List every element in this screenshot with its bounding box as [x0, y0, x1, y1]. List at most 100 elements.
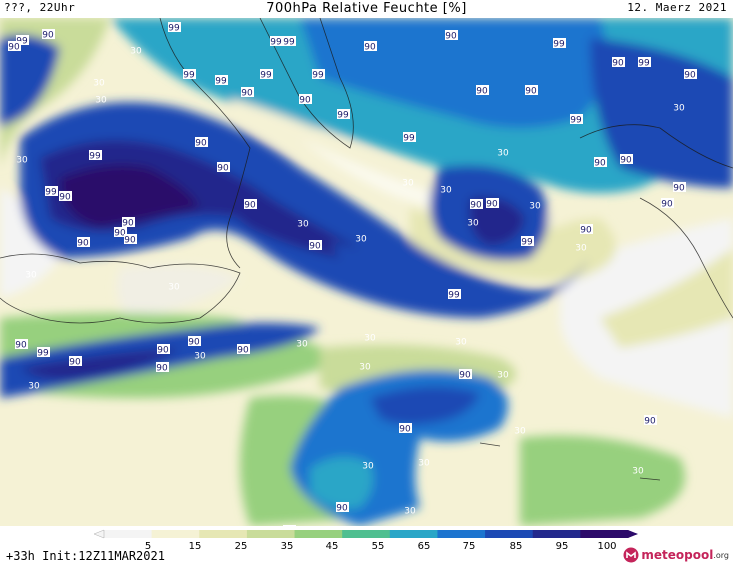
contour-label-box — [661, 198, 674, 208]
contour-label: 99 — [403, 132, 416, 144]
contour-label-text: 30 — [355, 235, 367, 245]
contour-label-box — [470, 199, 483, 209]
contour-label-box — [312, 69, 325, 79]
contour-label-box — [260, 69, 273, 79]
colorbar-tick-label: 25 — [235, 541, 248, 550]
contour-label: 99 — [37, 347, 50, 359]
contour-label: 90 — [364, 41, 377, 53]
contour-label: 90 — [42, 29, 55, 41]
contour-label: 90 — [157, 344, 170, 356]
contour-label: 30 — [402, 179, 414, 189]
contour-label-text: 90 — [122, 219, 134, 229]
contour-label-text: 99 — [403, 134, 415, 144]
contour-label: 90 — [594, 157, 607, 169]
contour-label-box — [299, 94, 312, 104]
contour-label-box — [157, 344, 170, 354]
contour-label-box — [638, 57, 651, 67]
contour-label-text: 30 — [25, 271, 37, 281]
contour-label-text: 90 — [525, 87, 537, 97]
contour-label-text: 90 — [217, 164, 229, 174]
colorbar-low-arrow — [93, 529, 105, 539]
contour-label: 90 — [217, 162, 230, 174]
contour-label: 90 — [459, 369, 472, 381]
colorbar-swatch — [342, 530, 391, 538]
colorbar-swatch — [294, 530, 343, 538]
contour-label: 90 — [59, 191, 72, 203]
coastlines — [0, 18, 733, 481]
contour-label: 90 — [445, 30, 458, 42]
contour-label-text: 90 — [470, 201, 482, 211]
forecast-day-label: ???, 22Uhr — [4, 1, 76, 14]
contour-label: 30 — [497, 371, 509, 381]
contour-label: 90 — [476, 85, 489, 97]
contour-label-text: 30 — [440, 186, 452, 196]
contour-label-text: 90 — [476, 87, 488, 97]
contour-label-text: 30 — [673, 104, 685, 114]
colorbar-tick-label: 55 — [372, 541, 385, 550]
contour-label-text: 90 — [237, 346, 249, 356]
contour-label-text: 90 — [661, 200, 673, 210]
contour-label-text: 30 — [364, 334, 376, 344]
colorbar-tick-label: 45 — [326, 541, 339, 550]
contour-label-text: 90 — [612, 59, 624, 69]
contour-label-box — [8, 41, 21, 51]
contour-label-box — [168, 22, 181, 32]
contour-label-text: 99 — [448, 291, 460, 301]
contour-label-text: 90 — [620, 156, 632, 166]
contour-label-box — [45, 186, 58, 196]
contour-label: 30 — [355, 235, 367, 245]
contour-label-box — [620, 154, 633, 164]
contour-label: 30 — [404, 507, 416, 517]
contour-label-box — [521, 236, 534, 246]
contour-label-text: 90 — [644, 417, 656, 427]
contour-label-text: 90 — [42, 31, 54, 41]
contour-label: 30 — [95, 96, 107, 106]
contour-label-box — [364, 41, 377, 51]
contour-label: 99 — [16, 35, 29, 47]
contour-label: 99 — [260, 69, 273, 81]
contour-label-text: 99 — [260, 71, 272, 81]
contour-label: 30 — [194, 352, 206, 362]
footer-bar: +33h Init:12Z11MAR2021 meteopool .org — [0, 547, 733, 566]
contour-label: 30 — [575, 244, 587, 254]
humidity-map[interactable]: 99 90 99 90 99 99 90 90 99 90 99 90 30 30 99 99 90 99 99 90… — [0, 18, 733, 526]
contour-label: 90 — [644, 415, 657, 427]
contour-label: 30 — [497, 149, 509, 159]
contour-label-text: 90 — [157, 346, 169, 356]
contour-label-box — [188, 336, 201, 346]
contour-label: 90 — [620, 154, 633, 166]
contour-label-text: 30 — [467, 219, 479, 229]
contour-label-text: 99 — [337, 111, 349, 121]
contour-label: 99 — [448, 289, 461, 301]
contour-label-text: 90 — [77, 239, 89, 249]
contour-label: 99 — [312, 69, 325, 81]
contour-label-text: 30 — [16, 156, 28, 166]
contour-label-text: 90 — [188, 338, 200, 348]
colorbar-high-arrow — [628, 530, 638, 538]
contour-label-box — [486, 198, 499, 208]
contour-label-box — [684, 69, 697, 79]
colorbar-swatch — [151, 530, 200, 538]
contour-label-text: 30 — [194, 352, 206, 362]
contour-label-text: 99 — [638, 59, 650, 69]
contour-label-box — [195, 137, 208, 147]
contour-label: 99 — [89, 150, 102, 162]
contour-label-text: 99 — [553, 40, 565, 50]
contour-label: 90 — [661, 198, 674, 210]
contour-label: 30 — [130, 47, 142, 57]
contour-label-box — [336, 502, 349, 512]
contour-label: 90 — [336, 502, 349, 514]
contour-label-box — [673, 182, 686, 192]
colorbar-tick-label: 5 — [145, 541, 151, 550]
contour-label-text: 30 — [497, 149, 509, 159]
contour-label: 90 — [399, 423, 412, 435]
contour-label-text: 30 — [455, 338, 467, 348]
brand-logo[interactable]: meteopool .org — [623, 544, 729, 566]
contour-label-box — [124, 234, 137, 244]
contour-label-text: 90 — [486, 200, 498, 210]
contour-label-box — [399, 423, 412, 433]
contour-label: 90 — [188, 336, 201, 348]
contour-label-text: 99 — [45, 188, 57, 198]
contour-label: 30 — [168, 283, 180, 293]
contour-label: 30 — [93, 79, 105, 89]
